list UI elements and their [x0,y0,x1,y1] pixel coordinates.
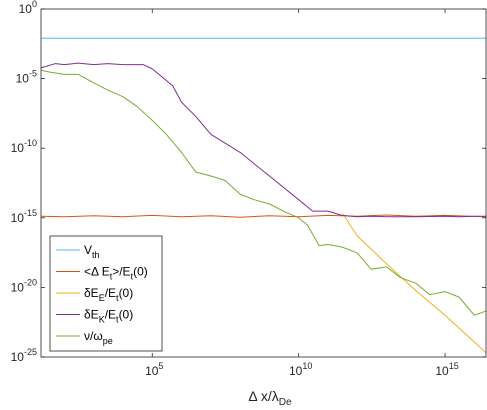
legend-entry-label: δEK/Et(0) [84,308,133,325]
y-tick-label: 10-15 [11,208,37,225]
legend-entry-label: <Δ Et>/Et(0) [84,265,148,282]
axes-box [40,8,487,358]
series-line-2 [342,213,487,354]
y-tick-label: 10-25 [11,347,37,364]
y-tick-label: 100 [19,0,37,16]
x-axis-label: Δ x/λDe [248,388,292,408]
series-line-3 [40,62,486,218]
legend: Vth <Δ Et>/Et(0) δEE/Et(0) δEK/Et(0) ν/ωpe [49,235,163,352]
legend-entry-label: δEE/Et(0) [84,286,133,303]
series-line-4 [40,69,487,316]
legend-entry-label: ν/ωpe [84,329,113,346]
series-line-1 [40,214,487,218]
y-tick-label: 10-20 [11,277,37,294]
series-layer [40,37,487,354]
x-tick-label: 1010 [289,361,312,378]
x-tick-label: 1015 [435,361,458,378]
axes-layer: 100 10-5 10-10 10-15 10-20 10-25 105 1010 1015 [11,0,487,378]
x-tick-label: 105 [145,361,163,378]
legend-entry-label: Vth [84,243,100,260]
y-tick-label: 10-10 [11,138,37,155]
y-tick-label: 10-5 [16,69,37,86]
